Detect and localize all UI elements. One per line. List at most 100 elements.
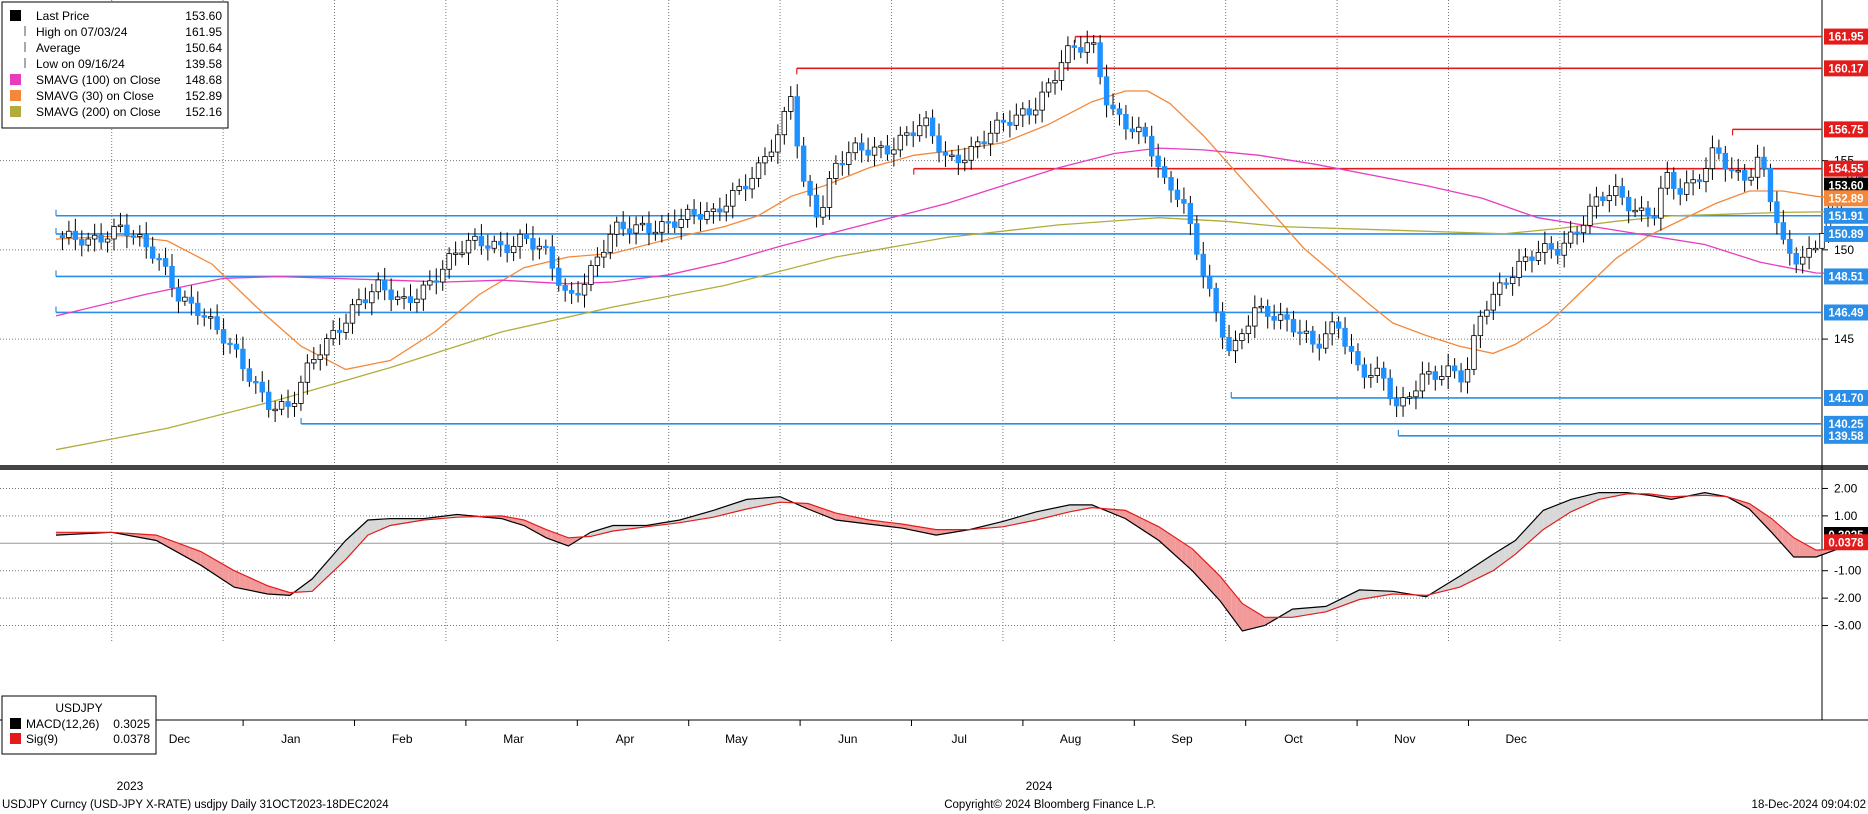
candle-up: [916, 125, 923, 137]
candle-up: [1497, 282, 1503, 295]
candle-down: [188, 296, 195, 304]
candle-up: [375, 279, 381, 293]
macd-fill-segment: [1498, 547, 1505, 567]
macd-fill-segment: [379, 518, 385, 531]
candle-down: [884, 145, 891, 155]
candle-up: [878, 145, 884, 148]
candle-up: [1439, 376, 1445, 380]
macd-fill-segment: [1014, 516, 1020, 525]
candle-down: [169, 265, 175, 289]
macd-fill-segment: [228, 567, 235, 588]
macd-fill-segment: [1236, 596, 1243, 632]
candle-down: [175, 287, 182, 302]
candle-down: [665, 221, 672, 224]
candle-down: [124, 224, 130, 237]
candle-down: [691, 208, 697, 215]
candle-down: [265, 391, 272, 410]
year-label: 2024: [1026, 779, 1053, 793]
price-legend-value: 150.64: [185, 41, 222, 55]
macd-fill-segment: [869, 519, 875, 525]
level-tag: [1824, 121, 1868, 138]
candle-up: [311, 359, 317, 364]
candle-down: [1671, 172, 1677, 189]
macd-fill-segment: [367, 519, 374, 536]
macd-fill-segment: [340, 540, 346, 565]
candle-up: [1471, 335, 1477, 370]
level-tag-label: 156.75: [1828, 124, 1864, 136]
macd-fill-segment: [724, 504, 730, 515]
candle-up: [659, 221, 665, 233]
candle-down: [1310, 330, 1316, 345]
candle-down: [1265, 305, 1271, 317]
price-legend-label: High on 07/03/24: [36, 25, 128, 39]
candle-down: [227, 342, 233, 346]
macd-fill-segment: [1598, 492, 1605, 500]
macd-fill-segment: [1108, 509, 1115, 515]
candle-down: [285, 401, 291, 407]
macd-fill-segment: [284, 590, 290, 596]
candle-up: [730, 190, 736, 207]
candle-down: [336, 329, 343, 333]
macd-fill-segment: [735, 501, 742, 512]
macd-fill-segment: [1559, 501, 1566, 519]
candle-up: [207, 316, 214, 319]
candle-up: [1484, 309, 1490, 317]
macd-fill-segment: [239, 573, 246, 590]
value-tag-label: 153.60: [1828, 181, 1863, 193]
macd-fill-segment: [752, 498, 758, 508]
candle-up: [1683, 182, 1690, 195]
level-tag-label: 148.51: [1828, 271, 1864, 283]
candle-up: [749, 177, 755, 190]
candle-down: [143, 234, 149, 248]
macd-fill-segment: [930, 528, 937, 536]
macd-fill-segment: [1493, 550, 1499, 571]
macd-fill-segment: [1587, 493, 1594, 505]
macd-fill-segment: [1571, 498, 1577, 512]
candle-down: [562, 285, 568, 291]
candle-down: [1271, 316, 1277, 321]
candle-down: [498, 240, 504, 246]
macd-fill-segment: [1504, 543, 1510, 563]
candle-down: [620, 221, 626, 230]
candle-up: [1748, 176, 1754, 181]
macd-fill-segment: [1036, 510, 1042, 520]
macd-fill-segment: [1487, 554, 1494, 574]
candle-up: [324, 338, 330, 356]
macd-fill-segment: [1793, 537, 1800, 557]
macd-fill-segment: [1064, 504, 1070, 514]
candle-up: [736, 185, 742, 191]
panel-separator: [0, 465, 1868, 470]
candle-down: [162, 258, 169, 267]
candle-up: [826, 178, 833, 208]
macd-fill-segment: [345, 535, 352, 560]
candle-up: [678, 219, 684, 228]
grid-lines: [0, 0, 1820, 642]
candle-up: [491, 240, 497, 249]
month-label: Aug: [1060, 732, 1081, 746]
macd-legend-value: 0.0378: [113, 732, 150, 746]
candle-down: [568, 289, 575, 294]
candle-up: [420, 284, 427, 300]
candle-down: [98, 234, 104, 243]
candle-up: [452, 252, 459, 255]
candle-up: [510, 246, 517, 254]
candle-up: [710, 208, 717, 212]
macd-fill-segment: [1153, 524, 1159, 541]
macd-fill-segment: [189, 547, 196, 563]
candle-up: [968, 146, 974, 161]
footer-left: USDJPY Curncy (USD-JPY X-RATE) usdjpy Da…: [2, 799, 389, 811]
candle-down: [1000, 119, 1007, 123]
candle-up: [459, 252, 465, 255]
candle-down: [1161, 166, 1168, 178]
macd-fill-segment: [1582, 495, 1588, 507]
level-tag: [1824, 304, 1868, 321]
macd-fill-segment: [1025, 513, 1031, 523]
candle-up: [1638, 207, 1645, 211]
price-legend-label: Average: [36, 41, 81, 55]
level-tag: [1824, 268, 1868, 285]
candle-down: [1026, 108, 1032, 116]
candle-up: [1580, 224, 1587, 234]
candle-down: [214, 316, 220, 330]
macd-fill-segment: [924, 527, 931, 534]
macd-fill-segment: [1114, 509, 1120, 517]
